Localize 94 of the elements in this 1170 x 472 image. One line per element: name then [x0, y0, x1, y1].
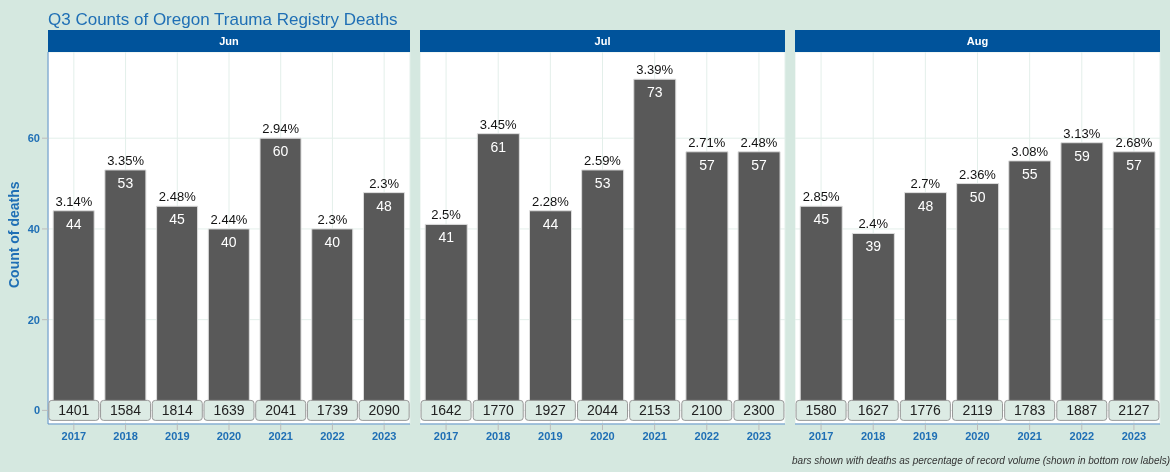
data-label: 57	[751, 156, 768, 173]
annotation: 2.36%	[959, 166, 997, 182]
data-label: 53	[594, 174, 611, 191]
data-label: 57	[1126, 156, 1143, 173]
text: bars shown with deaths as percentage of record volume (shown in bottom row labels)	[792, 455, 1170, 466]
x-tick-label: 2023	[746, 429, 772, 442]
chart-title: Q3 Counts of Oregon Trauma Registry Deaths	[47, 9, 399, 30]
annotation: 1739	[316, 402, 349, 419]
annotation: 2.7%	[910, 175, 941, 191]
data-label: 73	[647, 84, 663, 101]
x-tick-label: 2018	[113, 429, 138, 442]
x-tick-label: 2022	[320, 429, 345, 442]
y-tick-label: 20	[27, 313, 40, 326]
annotation: 3.13%	[1063, 125, 1101, 141]
y-axis-title: Count of deaths	[5, 181, 22, 288]
data-label: 44	[65, 215, 82, 232]
x-tick-label: 2019	[913, 429, 938, 442]
y-tick-label: 0	[33, 404, 40, 417]
data-label: 41	[438, 229, 455, 246]
chart-subtitle: Jun	[48, 30, 410, 52]
annotation: 1584	[109, 402, 142, 419]
x-tick-label: 2022	[1069, 429, 1095, 442]
x-tick-label: 2017	[808, 429, 834, 442]
x-tick-label: 2019	[165, 429, 190, 442]
annotation: 2127	[1118, 402, 1150, 419]
annotation: 1776	[909, 402, 942, 419]
annotation: 2.48%	[158, 189, 197, 205]
annotation: 2300	[743, 402, 775, 419]
data-label: 60	[272, 143, 289, 160]
annotation: 2.28%	[531, 193, 570, 209]
annotation: 2.68%	[1115, 134, 1153, 150]
annotation: 2.3%	[369, 175, 400, 191]
chart-subtitle: Aug	[795, 30, 1160, 52]
annotation: 1927	[534, 402, 567, 419]
annotation: 2.71%	[688, 134, 726, 150]
x-tick-label: 2018	[485, 429, 511, 442]
annotation: 2.44%	[210, 211, 248, 227]
data-label: 44	[542, 215, 559, 232]
x-tick-label: 2021	[268, 429, 293, 442]
annotation: 2100	[691, 402, 723, 419]
chart-subtitle: Jul	[420, 30, 785, 52]
annotation: 2.5%	[431, 207, 462, 223]
y-tick-label: 40	[27, 222, 40, 235]
annotation: 3.39%	[636, 62, 674, 78]
x-tick-label: 2017	[433, 429, 459, 442]
x-tick-label: 2019	[538, 429, 563, 442]
data-label: 61	[490, 138, 507, 155]
annotation: 1887	[1066, 402, 1098, 419]
data-label: 48	[917, 197, 934, 214]
annotation: 2044	[586, 402, 619, 419]
annotation: 2.85%	[802, 189, 840, 205]
annotation: 3.08%	[1011, 143, 1049, 159]
annotation: 1814	[161, 402, 194, 419]
x-tick-label: 2020	[590, 429, 615, 442]
annotation: 2090	[368, 402, 400, 419]
data-label: 55	[1022, 165, 1038, 182]
y-tick-label: 60	[27, 132, 40, 145]
x-tick-label: 2021	[642, 429, 667, 442]
x-tick-label: 2018	[860, 429, 886, 442]
annotation: 2.4%	[858, 216, 889, 232]
x-tick-label: 2023	[371, 429, 397, 442]
x-tick-label: 2020	[216, 429, 242, 442]
data-label: 59	[1074, 147, 1090, 164]
data-label: 40	[324, 233, 341, 250]
data-label: 53	[117, 174, 134, 191]
annotation: 2.48%	[740, 134, 778, 150]
annotation: 1627	[857, 402, 889, 419]
data-label: 40	[221, 233, 237, 250]
data-label: 39	[865, 238, 882, 255]
annotation: 1642	[430, 402, 462, 419]
annotation: 2119	[962, 402, 993, 419]
data-label: 57	[699, 156, 715, 173]
data-label: 50	[969, 188, 986, 205]
annotation: 2.3%	[317, 211, 348, 227]
data-label: 45	[813, 211, 830, 228]
annotation: 3.45%	[479, 116, 518, 132]
x-tick-label: 2020	[965, 429, 990, 442]
annotation: 2153	[639, 402, 671, 419]
annotation: 1783	[1014, 402, 1046, 419]
annotation: 3.35%	[107, 152, 145, 168]
annotation: 2041	[265, 402, 297, 419]
x-tick-label: 2017	[61, 429, 87, 442]
x-tick-label: 2022	[694, 429, 720, 442]
annotation: 2.59%	[584, 152, 622, 168]
data-label: 45	[169, 211, 186, 228]
annotation: 1770	[482, 402, 514, 419]
annotation: 1580	[805, 402, 837, 419]
x-tick-label: 2023	[1121, 429, 1147, 442]
data-label: 48	[376, 197, 392, 214]
annotation: 3.14%	[55, 193, 93, 209]
x-tick-label: 2021	[1017, 429, 1042, 442]
annotation: 1639	[213, 402, 245, 419]
annotation: 1401	[58, 402, 90, 419]
annotation: 2.94%	[262, 121, 300, 137]
